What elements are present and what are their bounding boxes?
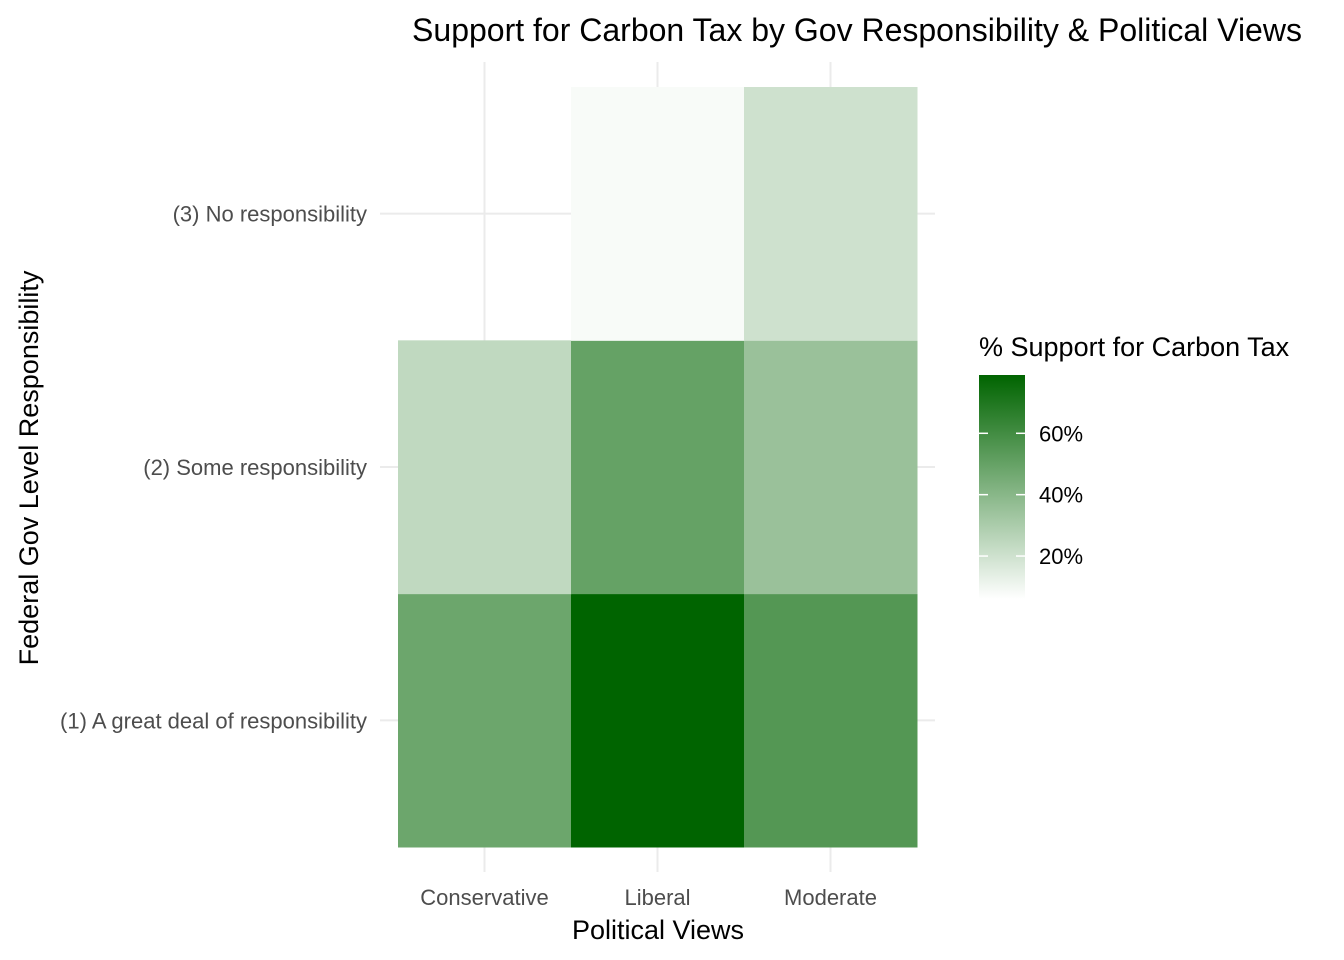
legend-ticks: 20% 40% 60% xyxy=(979,421,1083,569)
legend-title: % Support for Carbon Tax xyxy=(979,332,1290,362)
legend-label-60: 60% xyxy=(1039,421,1083,446)
legend-label-20: 20% xyxy=(1039,544,1083,569)
y-tick-label-2: (2) Some responsibility xyxy=(143,455,367,480)
x-axis-title: Political Views xyxy=(572,915,744,945)
x-tick-label-liberal: Liberal xyxy=(624,885,690,910)
legend: % Support for Carbon Tax 20% 40% 60% xyxy=(979,332,1290,599)
x-tick-label-conservative: Conservative xyxy=(420,885,548,910)
y-axis-title: Federal Gov Level Responsibility xyxy=(14,270,44,665)
heatmap-cells xyxy=(398,87,918,848)
y-tick-label-3: (3) No responsibility xyxy=(173,202,367,227)
legend-colorbar xyxy=(979,375,1025,599)
heatmap-cell-conservative-2 xyxy=(398,340,572,595)
heatmap-cell-moderate-1 xyxy=(744,593,918,848)
x-tick-label-moderate: Moderate xyxy=(784,885,877,910)
heatmap-cell-moderate-3 xyxy=(744,87,918,341)
heatmap-cell-liberal-2 xyxy=(571,340,745,595)
heatmap-cell-conservative-1 xyxy=(398,593,572,848)
y-axis-ticks: (1) A great deal of responsibility (2) So… xyxy=(60,202,367,734)
heatmap-cell-liberal-3 xyxy=(571,87,745,341)
chart-title: Support for Carbon Tax by Gov Responsibi… xyxy=(412,12,1302,48)
heatmap-cell-liberal-1 xyxy=(571,593,745,848)
legend-label-40: 40% xyxy=(1039,483,1083,508)
x-axis-ticks: Conservative Liberal Moderate xyxy=(420,885,877,910)
heatmap-cell-moderate-2 xyxy=(744,340,918,595)
y-tick-label-1: (1) A great deal of responsibility xyxy=(60,708,367,733)
